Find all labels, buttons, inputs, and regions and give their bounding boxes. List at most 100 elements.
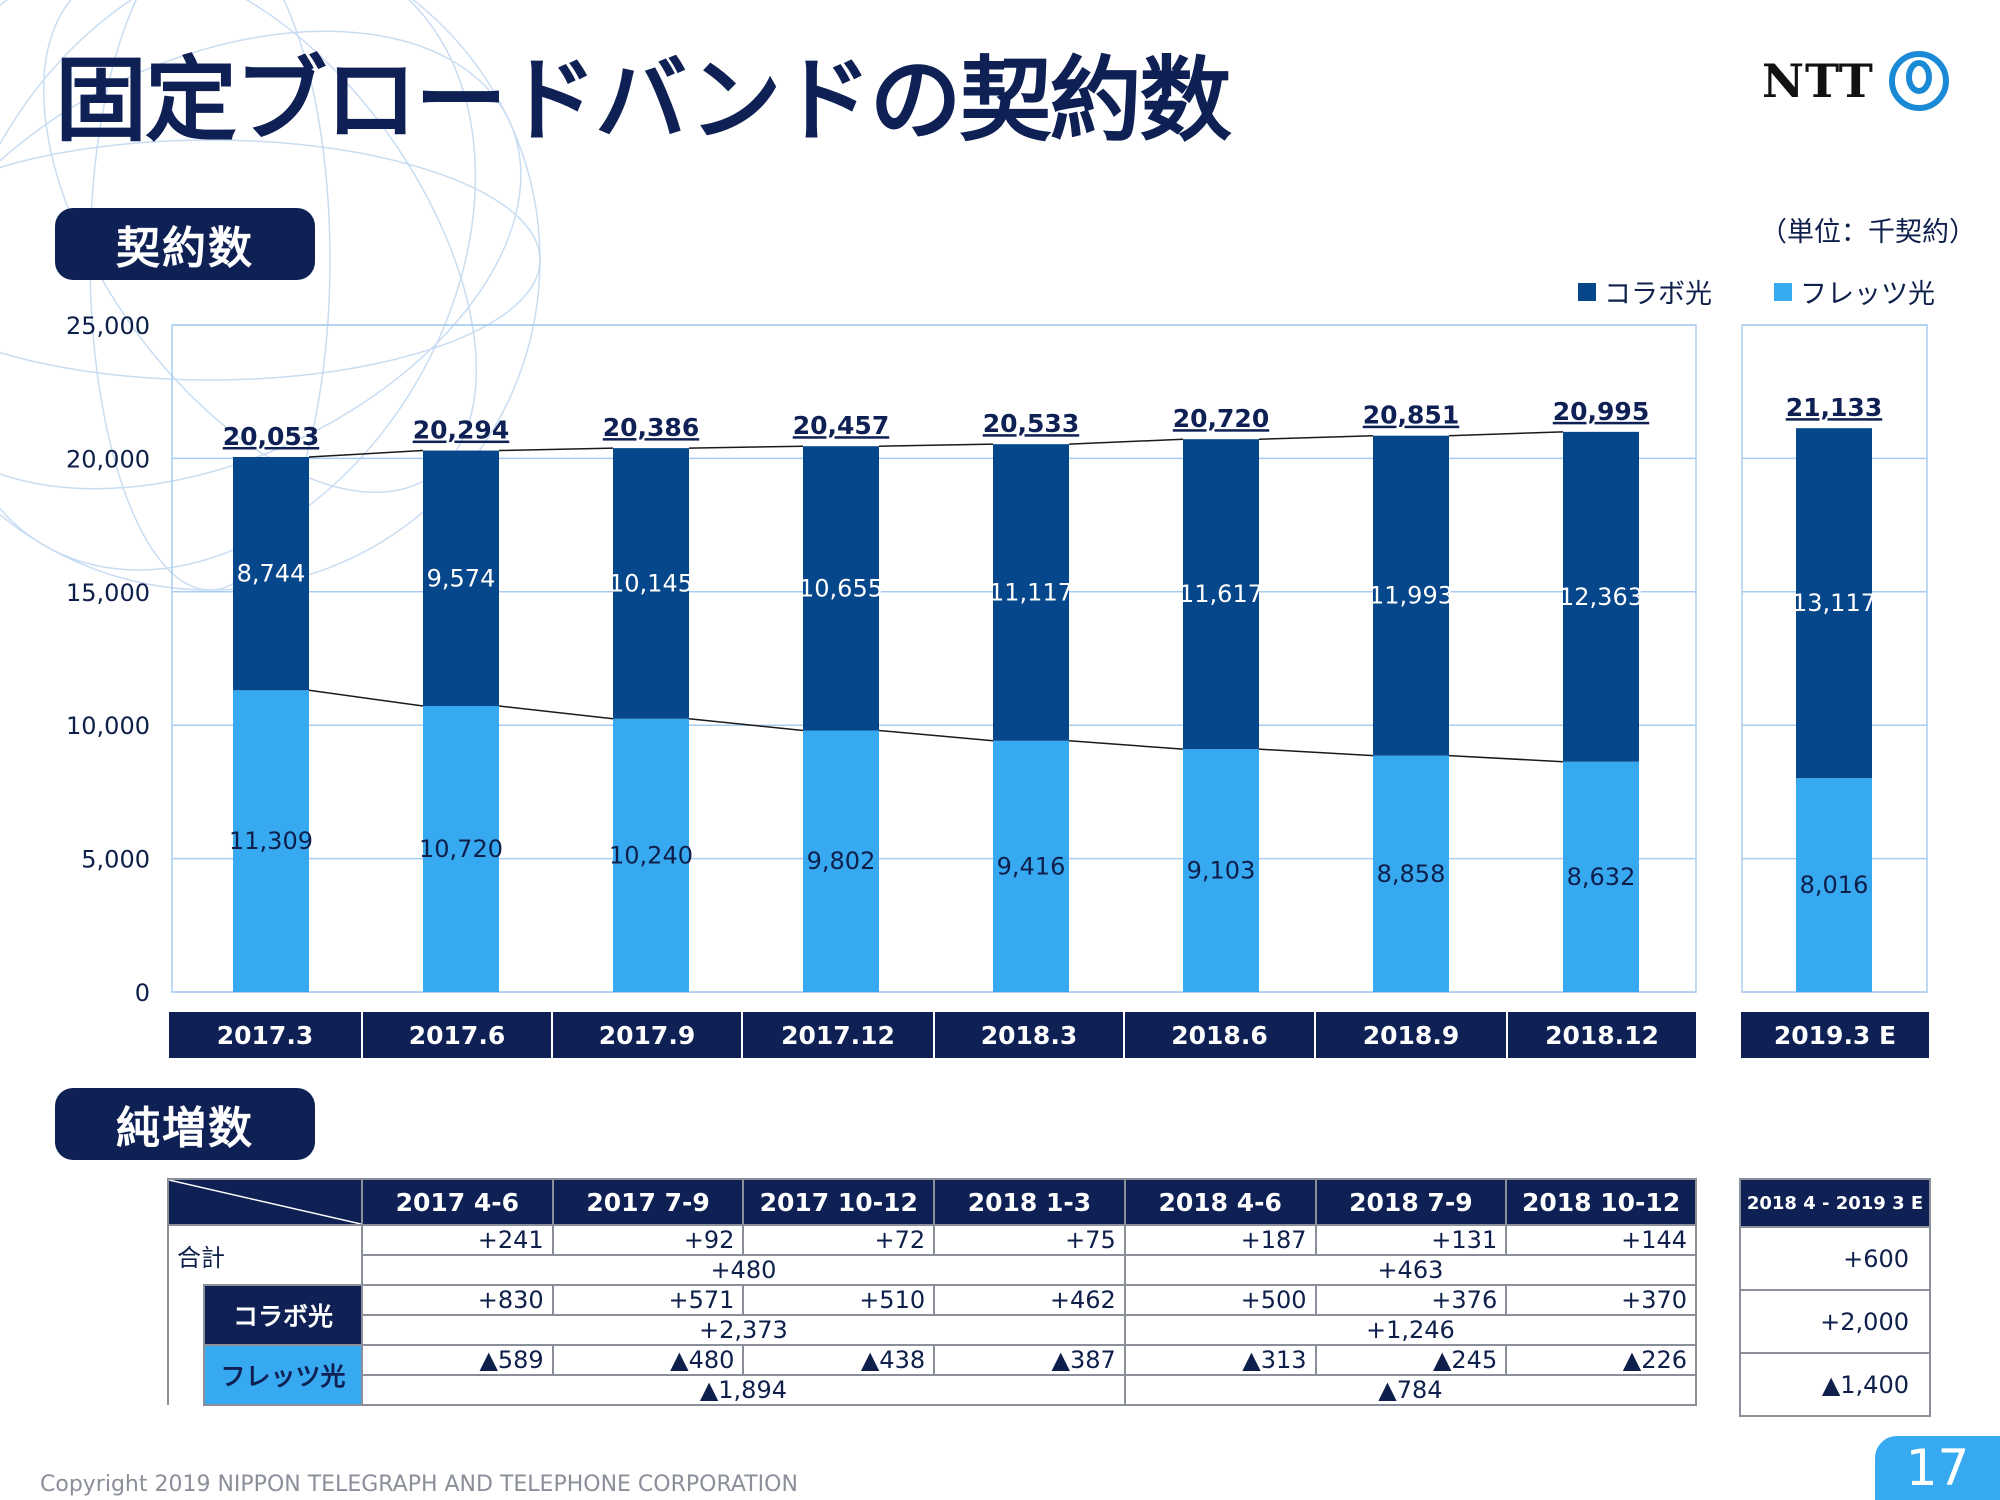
estimate-row: +2,000 — [1739, 1289, 1931, 1354]
page-title: 固定ブロードバンドの契約数 — [55, 47, 1232, 154]
table-cell: +241 — [361, 1224, 554, 1256]
trend-line-total — [1448, 431, 1564, 437]
data-label-collabo: 13,117 — [1792, 589, 1876, 617]
data-label-flets: 9,103 — [1187, 857, 1256, 885]
table-corner-cell — [167, 1178, 363, 1226]
estimate-row: ▲1,400 — [1739, 1352, 1931, 1417]
table-row-collabo-fy: +2,373 +1,246 — [168, 1314, 1698, 1346]
estimate-table: 2018 4 - 2019 3 E +600 +2,000 ▲1,400 — [1739, 1178, 1931, 1417]
data-label-total: 20,720 — [1173, 404, 1269, 433]
table-cell: +370 — [1505, 1284, 1697, 1316]
table-cell: ▲245 — [1314, 1344, 1508, 1376]
estimate-header-row: 2018 4 - 2019 3 E — [1739, 1178, 1931, 1228]
table-cell: ▲589 — [361, 1344, 554, 1376]
table-cell: +510 — [742, 1284, 936, 1316]
bar-collabo — [1563, 431, 1639, 762]
estimate-cell-total: +600 — [1739, 1226, 1931, 1291]
legend-item-flets: フレッツ光 — [1774, 272, 1935, 311]
x-tick-label: 2017.3 — [169, 1012, 361, 1058]
x-tick-label: 2017.9 — [553, 1012, 741, 1058]
bar-collabo — [1183, 439, 1259, 750]
data-label-total: 21,133 — [1786, 393, 1882, 422]
column-header: 2018 10-12 — [1505, 1178, 1697, 1226]
data-label-total: 20,533 — [983, 409, 1079, 438]
section-pill-net-adds: 純増数 — [55, 1088, 315, 1160]
trend-line-flets — [688, 718, 804, 732]
unit-label: （単位：千契約） — [1760, 217, 1976, 248]
table-cell: +75 — [933, 1224, 1126, 1256]
trend-line-total — [1258, 434, 1374, 440]
data-label-flets: 8,016 — [1800, 871, 1869, 899]
bar-flets — [233, 690, 309, 992]
data-label-collabo: 11,617 — [1179, 580, 1263, 608]
net-adds-table: 2017 4-6 2017 7-9 2017 10-12 2018 1-3 20… — [167, 1178, 1698, 1406]
bar-flets — [993, 740, 1069, 992]
table-cell: ▲438 — [742, 1344, 936, 1376]
trend-line-flets — [878, 729, 994, 742]
data-label-total: 20,457 — [793, 411, 889, 440]
table-cell-fy: ▲1,894 — [361, 1374, 1126, 1406]
data-label-collabo: 12,363 — [1559, 583, 1643, 611]
table-row-flets-fy: ▲1,894 ▲784 — [168, 1374, 1698, 1406]
bar-flets — [1183, 749, 1259, 992]
x-tick-label: 2018.12 — [1508, 1012, 1696, 1058]
table-cell: ▲226 — [1505, 1344, 1697, 1376]
table-cell-fy: +463 — [1123, 1254, 1698, 1286]
data-label-flets: 8,858 — [1377, 860, 1446, 888]
table-row-total-fy: +480 +463 — [168, 1254, 1698, 1286]
data-label-flets: 11,309 — [229, 827, 313, 855]
indent-cell — [167, 1285, 205, 1405]
y-tick-label: 5,000 — [81, 846, 150, 874]
ntt-logo-mark-icon — [1888, 51, 1949, 111]
row-label-flets: フレッツ光 — [203, 1344, 363, 1406]
data-label-flets: 10,720 — [419, 835, 503, 863]
trend-line-total — [1068, 438, 1184, 445]
data-label-collabo: 11,117 — [989, 578, 1073, 606]
bar-flets — [1373, 755, 1449, 992]
column-header: 2018 7-9 — [1314, 1178, 1508, 1226]
column-header: 2018 4-6 — [1123, 1178, 1317, 1226]
table-header-row: 2017 4-6 2017 7-9 2017 10-12 2018 1-3 20… — [167, 1178, 1697, 1226]
copyright-text: Copyright 2019 NIPPON TELEGRAPH AND TELE… — [40, 1472, 798, 1497]
data-label-collabo: 9,574 — [427, 564, 496, 592]
bar-flets — [613, 718, 689, 992]
x-tick-label: 2019.3 E — [1741, 1012, 1929, 1058]
row-label-total: 合計 — [167, 1224, 363, 1285]
x-tick-label: 2018.9 — [1316, 1012, 1506, 1058]
trend-line-flets — [308, 689, 424, 707]
table-cell-fy: ▲784 — [1123, 1374, 1698, 1406]
trend-line-flets — [1448, 754, 1564, 763]
bar-collabo — [233, 456, 309, 691]
legend-label-flets: フレッツ光 — [1800, 279, 1935, 310]
bar-collabo — [1796, 428, 1872, 779]
estimate-header: 2018 4 - 2019 3 E — [1739, 1178, 1931, 1228]
table-row-flets-quarterly: フレッツ光 ▲589 ▲480 ▲438 ▲387 ▲313 ▲245 ▲226 — [168, 1344, 1697, 1406]
table-cell: ▲313 — [1123, 1344, 1317, 1376]
trend-line-total — [498, 447, 614, 452]
legend-swatch-collabo — [1578, 282, 1596, 301]
data-label-total: 20,053 — [223, 422, 319, 451]
table-row-total-quarterly: 合計 +241 +92 +72 +75 +187 +131 +144 — [167, 1224, 1697, 1285]
section-pill-contracts: 契約数 — [55, 208, 315, 280]
data-label-flets: 10,240 — [609, 841, 693, 869]
bar-collabo — [613, 448, 689, 719]
table-cell: +830 — [361, 1284, 554, 1316]
column-header: 2018 1-3 — [933, 1178, 1126, 1226]
ntt-logo: NTT — [1762, 50, 1950, 112]
data-label-collabo: 11,993 — [1369, 582, 1453, 610]
bar-flets — [1796, 778, 1872, 992]
trend-line-total — [878, 443, 994, 447]
table-cell: +144 — [1505, 1224, 1697, 1256]
table-cell: +376 — [1314, 1284, 1508, 1316]
bar-collabo — [423, 450, 499, 706]
bar-collabo — [993, 444, 1069, 741]
y-tick-label: 25,000 — [66, 312, 150, 340]
y-tick-label: 0 — [135, 979, 150, 1007]
table-cell: +500 — [1123, 1284, 1317, 1316]
bar-collabo — [803, 446, 879, 731]
bar-collabo — [1373, 435, 1449, 756]
background-globe-graphic — [0, 0, 541, 591]
bar-flets — [803, 730, 879, 992]
table-cell: ▲387 — [933, 1344, 1126, 1376]
trend-line-flets — [498, 705, 614, 720]
